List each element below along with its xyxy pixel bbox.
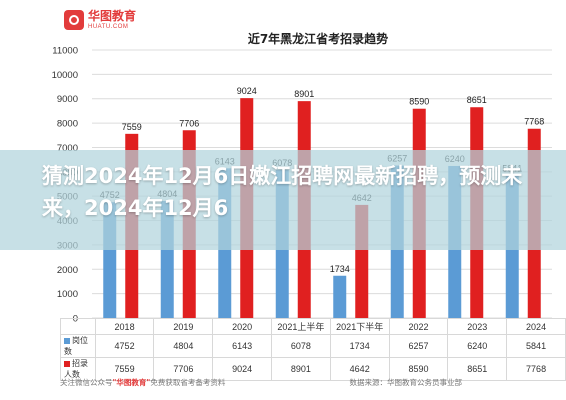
- data-label: 7768: [524, 117, 544, 127]
- y-tick-label: 1000: [57, 289, 78, 300]
- table-row-categories: 2018 2019 2020 2021上半年 2021下半年 2022 2023…: [60, 318, 566, 335]
- table-cell: 1734: [329, 334, 390, 358]
- y-tick-label: 2000: [57, 265, 78, 276]
- table-cell: 9024: [212, 357, 273, 381]
- legend-hires: 招录人数: [60, 357, 96, 381]
- table-cell: 8651: [447, 357, 508, 381]
- logo-name: 华图教育: [88, 9, 137, 23]
- table-header-cell: 2022: [388, 318, 449, 335]
- table-row-positions: 岗位数 4752 4804 6143 6078 1734 6257 6240 5…: [60, 334, 566, 358]
- huatu-logo: 华图教育 HUATU.COM: [64, 10, 136, 30]
- footer-source: 数据来源：华图教育公务员事业部: [349, 378, 463, 387]
- footer-promo: 关注微信公众号"华图教育"免费获取省考备考资料: [60, 377, 225, 388]
- table-header-cell: 2020: [212, 318, 273, 335]
- y-tick-label: 8000: [57, 119, 78, 130]
- table-cell: 4642: [329, 357, 390, 381]
- table-header-cell: 2023: [447, 318, 508, 335]
- data-label: 9024: [237, 86, 257, 96]
- y-tick-label: 9000: [57, 94, 78, 105]
- data-table: 2018 2019 2020 2021上半年 2021下半年 2022 2023…: [60, 318, 566, 381]
- data-label: 8590: [409, 97, 429, 107]
- data-label: 7706: [179, 118, 199, 128]
- table-cell: 8901: [271, 357, 331, 381]
- y-tick-label: 10000: [52, 70, 78, 81]
- legend-swatch-blue: [64, 337, 70, 344]
- table-cell: 5841: [506, 334, 566, 358]
- table-cell: 7768: [506, 357, 566, 381]
- table-cell: 4752: [94, 334, 155, 358]
- table-header-cell: 2019: [153, 318, 214, 335]
- footer-prefix: 关注微信公众号: [60, 378, 113, 387]
- huatu-logo-icon: [64, 10, 84, 30]
- table-cell: 4804: [153, 334, 214, 358]
- data-label: 8651: [467, 95, 487, 105]
- legend-swatch-red: [64, 360, 70, 367]
- footer-suffix: 免费获取省考备考资料: [150, 378, 226, 387]
- logo-domain: HUATU.COM: [88, 24, 129, 30]
- table-header-cell: 2021上半年: [271, 318, 331, 335]
- table-header-cell: 2018: [94, 318, 155, 335]
- table-row-hires: 招录人数 7559 7706 9024 8901 4642 8590 8651 …: [60, 357, 566, 381]
- data-label: 7559: [122, 122, 142, 132]
- table-header-cell: 2021下半年: [329, 318, 390, 335]
- table-corner: [60, 318, 96, 335]
- table-cell: 6257: [388, 334, 449, 358]
- y-tick-label: 11000: [52, 46, 78, 57]
- table-header-cell: 2024: [506, 318, 566, 335]
- table-cell: 6143: [212, 334, 273, 358]
- bar-positions: [333, 275, 347, 318]
- data-label: 8901: [294, 89, 314, 99]
- headline-banner: [0, 150, 566, 250]
- y-tick-label: 7000: [57, 143, 78, 154]
- footer-brand: "华图教育": [112, 378, 151, 387]
- data-label: 1734: [330, 264, 350, 274]
- table-cell: 7559: [94, 357, 155, 381]
- headline: 猜测2024年12月6日嫩江招聘网最新招聘，预测未来，2024年12月6: [42, 164, 523, 220]
- chart-title: 近7年黑龙江省考招录趋势: [247, 32, 389, 46]
- table-cell: 7706: [153, 357, 214, 381]
- table-cell: 6078: [271, 334, 331, 358]
- legend-positions: 岗位数: [60, 334, 96, 358]
- table-cell: 6240: [447, 334, 508, 358]
- table-cell: 8590: [388, 357, 449, 381]
